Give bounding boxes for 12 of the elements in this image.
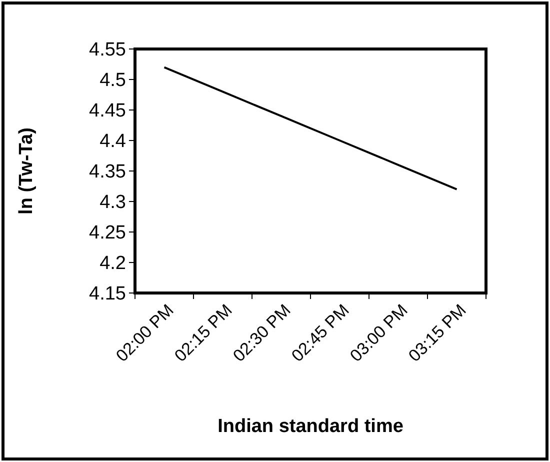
y-tick-label: 4.5 [100,70,126,92]
y-tick-label: 4.15 [89,284,126,305]
y-tick-label: 4.35 [89,162,126,183]
y-tick-label: 4.45 [89,100,126,122]
line-series [163,66,458,190]
x-axis-title: Indian standard time [218,416,404,437]
y-tick-label: 4.3 [100,192,126,214]
y-tick-label: 4.25 [89,222,126,244]
y-tick-label: 4.55 [89,40,126,61]
y-tick-label: 4.4 [100,131,126,152]
y-axis-title: ln (Tw-Ta) [16,128,37,214]
y-tick-label: 4.2 [100,253,126,274]
